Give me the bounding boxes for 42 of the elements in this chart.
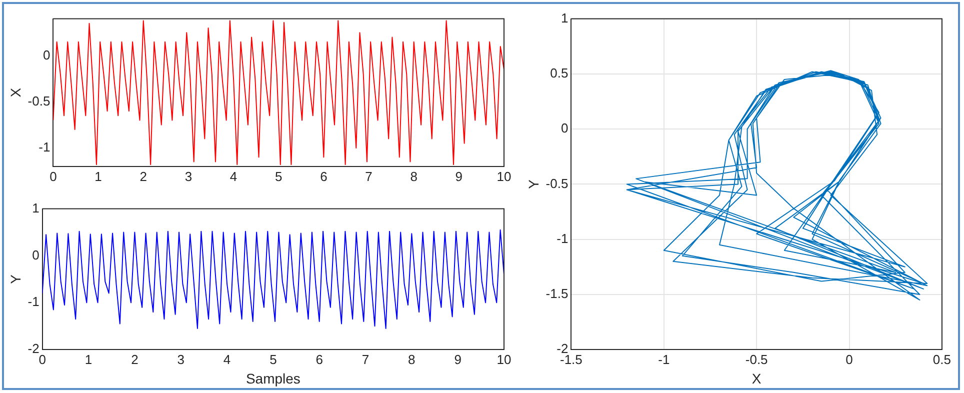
x-tick-label: 3 [177,352,184,367]
y-tick-label: 1 [560,10,568,26]
x-tick-label: 1 [84,352,92,367]
x-tick-label: 5 [270,352,277,367]
y-tick-label: 0 [42,47,50,62]
y-tick-label: -2 [556,341,568,356]
y-tick-label: -0.5 [28,93,50,108]
x-tick-label: 0 [846,352,853,367]
x-tick-label: 0.5 [932,352,952,367]
y-axis-title: Y [7,274,24,284]
y-tick-label: 0 [32,247,40,262]
x-tick-label: 6 [320,168,328,184]
x-tick-label: 8 [408,352,416,367]
y-tick-label: 1 [32,200,40,216]
y-tick-label: -2 [28,341,40,356]
y-tick-label: -1 [38,140,50,155]
x-tick-label: 3 [184,168,192,184]
y-axis-title: X [7,87,24,98]
y-axis-title: Y [525,178,542,189]
x-tick-label: 2 [131,352,138,367]
x-axis-title: X [752,370,762,386]
x-tick-label: -1 [658,352,670,367]
x-axis-title: Samples [246,370,300,386]
x-tick-label: 4 [223,352,231,367]
x-tick-label: 10 [496,352,512,367]
x-tick-label: -0.5 [745,352,768,367]
y-tick-label: -1 [556,230,568,246]
y-tick-label: 0 [560,120,568,136]
y-tick-label: 0.5 [550,66,568,81]
x-tick-label: 1 [94,168,102,184]
x-tick-label: 2 [140,168,147,184]
x-tick-label: 7 [365,168,372,184]
x-tick-label: 9 [454,352,462,367]
x-tick-label: 6 [316,352,323,367]
y-tick-label: -1 [28,294,40,310]
x-tick-label: 10 [496,168,512,184]
x-tick-label: 7 [362,352,370,367]
x-tick-label: 8 [410,168,418,184]
x-tick-label: 4 [230,168,238,184]
x-tick-label: 9 [455,168,463,184]
y-tick-label: -1.5 [546,286,568,302]
x-tick-label: 5 [274,168,282,184]
